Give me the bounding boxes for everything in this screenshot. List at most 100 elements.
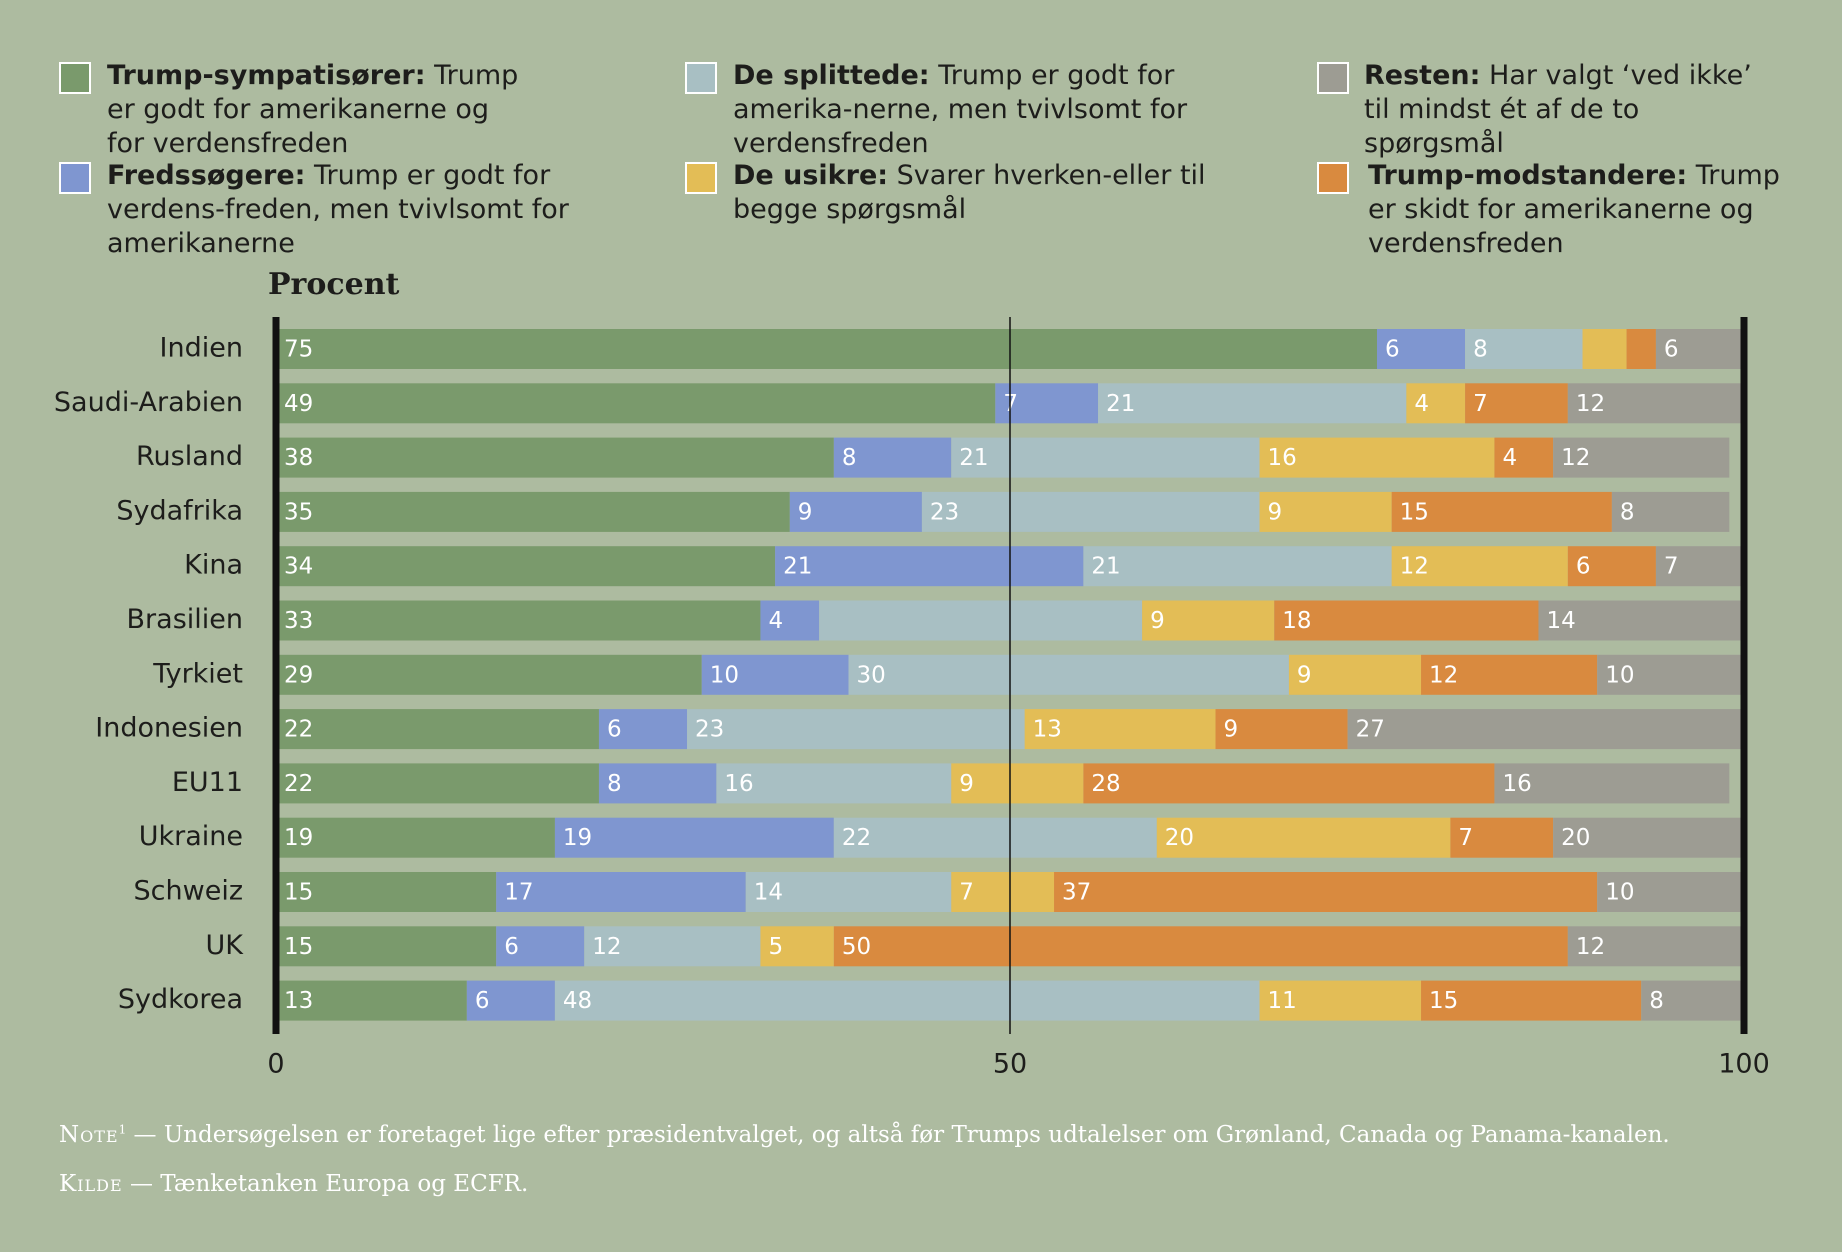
bar-segment — [276, 491, 790, 532]
bar-segment — [819, 600, 1143, 641]
value-label: 48 — [563, 988, 592, 1014]
value-label: 29 — [284, 662, 313, 688]
y-tick-label: UK — [206, 930, 245, 961]
value-label: 22 — [284, 717, 313, 743]
legend-name: Fredssøgere: — [107, 160, 306, 191]
source-label: Kilde — [59, 1171, 123, 1197]
legend-swatch — [1317, 62, 1349, 94]
bar-segment — [1597, 654, 1744, 695]
x-tick-label: 100 — [1718, 1049, 1770, 1080]
legend-name: Trump-modstandere: — [1368, 160, 1688, 191]
value-label: 20 — [1165, 825, 1194, 851]
bar-segment — [1259, 491, 1392, 532]
value-label: 13 — [284, 988, 313, 1014]
legend-text: Trump-sympatisører: Trump er godt for am… — [107, 59, 527, 161]
bar-segment — [554, 817, 834, 858]
bar-segment — [1494, 437, 1554, 478]
note: Note1 — Undersøgelsen er foretaget lige … — [59, 1122, 1670, 1148]
value-label: 22 — [284, 771, 313, 797]
x-tick-label: 0 — [267, 1049, 284, 1080]
bar-segment — [276, 600, 761, 641]
bar-segment — [1391, 546, 1568, 587]
value-label: 16 — [724, 771, 753, 797]
value-label: 15 — [1429, 988, 1458, 1014]
bar-segment — [1083, 763, 1495, 804]
bar-segment — [1274, 600, 1539, 641]
bar-segment — [598, 763, 717, 804]
value-label: 12 — [1429, 662, 1458, 688]
value-label: 7 — [1473, 391, 1488, 417]
value-label: 4 — [1414, 391, 1429, 417]
legend-description: Trump er skidt for amerikanerne og verde… — [1368, 160, 1780, 259]
value-label: 8 — [1473, 337, 1488, 363]
value-label: 21 — [1091, 554, 1120, 580]
value-label: 8 — [842, 445, 857, 471]
bar-segment — [276, 383, 996, 424]
bar-segment — [716, 763, 952, 804]
value-label: 27 — [1356, 717, 1385, 743]
value-label: 17 — [504, 880, 533, 906]
bar-segment — [598, 709, 688, 750]
bar-segment — [833, 817, 1157, 858]
bar-segment — [760, 926, 834, 967]
value-label: 21 — [1106, 391, 1135, 417]
bar-segment — [1377, 329, 1466, 369]
bar-segment — [1083, 546, 1392, 587]
bar-segment — [1450, 817, 1554, 858]
bar-segment — [1465, 383, 1568, 424]
legend-text: Trump-modstandere: Trump er skidt for am… — [1368, 159, 1788, 261]
bar-segment — [496, 926, 585, 967]
bar-segment — [1421, 980, 1642, 1021]
bar-segment — [1641, 980, 1744, 1021]
note-text: — Undersøgelsen er foretaget lige efter … — [133, 1122, 1670, 1148]
legend-description: Svarer hverken-eller til begge spørgsmål — [733, 160, 1206, 225]
bar-segment — [276, 817, 555, 858]
y-tick-label: Kina — [184, 550, 243, 581]
value-label: 5 — [768, 934, 783, 960]
bar-segment — [554, 980, 1260, 1021]
y-tick-label: Sydkorea — [118, 984, 243, 1015]
value-label: 6 — [607, 717, 622, 743]
bar-segment — [276, 546, 776, 587]
value-label: 4 — [1502, 445, 1517, 471]
bar-segment — [833, 437, 952, 478]
bar-segment — [1421, 654, 1598, 695]
legend-description: Har valgt ‘ved ikke’ til mindst ét af de… — [1364, 60, 1752, 159]
bar-segment — [921, 491, 1260, 532]
y-tick-label: Rusland — [136, 441, 243, 472]
value-label: 13 — [1033, 717, 1062, 743]
value-label: 12 — [592, 934, 621, 960]
value-label: 9 — [1150, 608, 1165, 634]
bar-segment — [1347, 709, 1744, 750]
source: Kilde — Tænketanken Europa og ECFR. — [59, 1171, 528, 1197]
value-label: 9 — [1224, 717, 1239, 743]
legend-swatch — [1317, 162, 1349, 194]
bar-segment — [687, 709, 1025, 750]
bar-segment — [789, 491, 922, 532]
bar-segment — [1567, 546, 1656, 587]
value-label: 12 — [1561, 445, 1590, 471]
bar-segment — [496, 872, 746, 912]
bar-segment — [1538, 600, 1744, 641]
bar-segment — [1655, 329, 1744, 369]
bar-segment — [1024, 709, 1216, 750]
value-label: 9 — [798, 499, 813, 525]
value-label: 15 — [1400, 499, 1429, 525]
bar-segment — [466, 980, 555, 1021]
value-label: 4 — [768, 608, 783, 634]
bar-segment — [1553, 817, 1744, 858]
bar-segment — [276, 654, 702, 695]
y-tick-label: Tyrkiet — [152, 658, 243, 689]
legend-description: Trump er godt for verdens-freden, men tv… — [107, 160, 569, 259]
value-label: 33 — [284, 608, 313, 634]
y-tick-label: Indonesien — [95, 713, 243, 744]
bar-segment — [1567, 383, 1744, 424]
value-label: 21 — [959, 445, 988, 471]
legend-swatch — [685, 162, 717, 194]
bar-segment — [701, 654, 849, 695]
value-label: 35 — [284, 499, 313, 525]
value-label: 12 — [1576, 934, 1605, 960]
value-label: 75 — [284, 337, 313, 363]
value-label: 18 — [1282, 608, 1311, 634]
